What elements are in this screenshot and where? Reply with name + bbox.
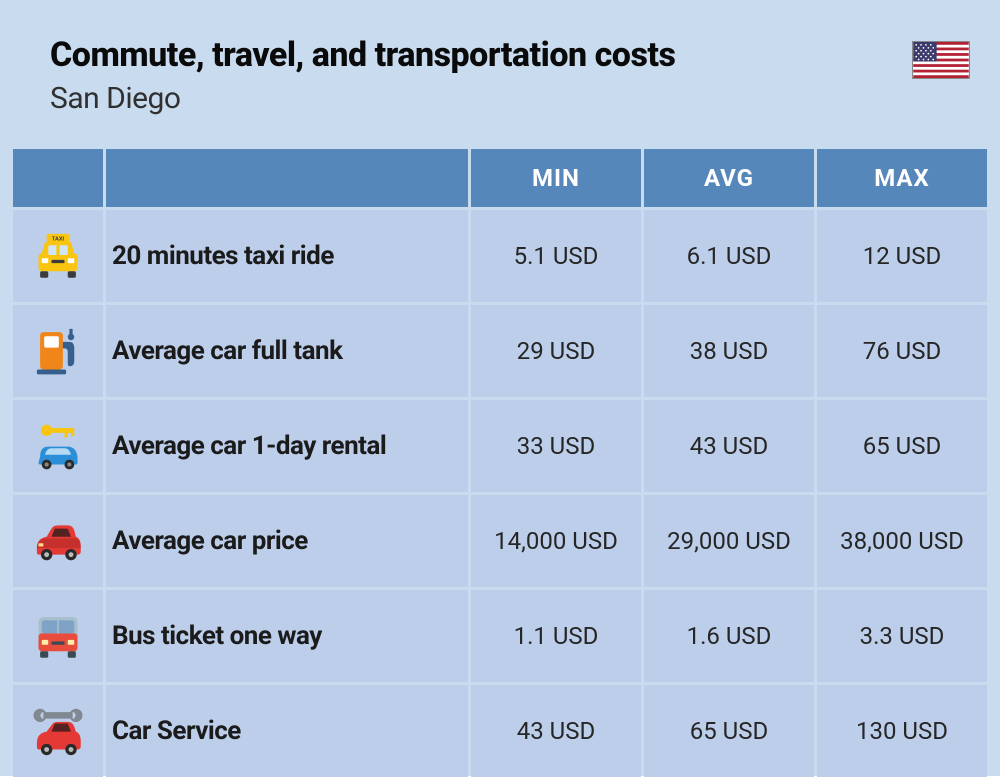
- cell-min: 43 USD: [471, 685, 641, 777]
- cell-label: Bus ticket one way: [106, 590, 468, 682]
- cell-min: 33 USD: [471, 400, 641, 492]
- car-red-icon: [30, 512, 86, 568]
- flag-usa-icon: [912, 41, 970, 79]
- cell-icon: [13, 305, 103, 397]
- cell-min: 5.1 USD: [471, 210, 641, 302]
- cell-max: 76 USD: [817, 305, 987, 397]
- th-blank-icon: [13, 149, 103, 207]
- table-row: Car Service43 USD65 USD130 USD: [13, 685, 987, 777]
- table-row: Average car full tank29 USD38 USD76 USD: [13, 305, 987, 397]
- cell-avg: 6.1 USD: [644, 210, 814, 302]
- cell-label: Average car price: [106, 495, 468, 587]
- cell-label: Average car 1-day rental: [106, 400, 468, 492]
- table-header-row: MIN AVG MAX: [13, 149, 987, 207]
- table-row: TAXI 20 minutes taxi ride5.1 USD6.1 USD1…: [13, 210, 987, 302]
- cell-avg: 43 USD: [644, 400, 814, 492]
- fuel-pump-icon: [30, 322, 86, 378]
- cell-label: 20 minutes taxi ride: [106, 210, 468, 302]
- cell-avg: 29,000 USD: [644, 495, 814, 587]
- car-service-icon: [30, 702, 86, 758]
- cell-icon: [13, 685, 103, 777]
- page-title: Commute, travel, and transportation cost…: [50, 35, 675, 75]
- cell-label: Average car full tank: [106, 305, 468, 397]
- cell-min: 14,000 USD: [471, 495, 641, 587]
- table-row: Average car 1-day rental33 USD43 USD65 U…: [13, 400, 987, 492]
- cell-icon: [13, 400, 103, 492]
- cell-min: 29 USD: [471, 305, 641, 397]
- cell-icon: [13, 590, 103, 682]
- taxi-icon: TAXI: [30, 227, 86, 283]
- cell-avg: 1.6 USD: [644, 590, 814, 682]
- page: Commute, travel, and transportation cost…: [0, 0, 1000, 776]
- cell-max: 65 USD: [817, 400, 987, 492]
- header-text: Commute, travel, and transportation cost…: [50, 35, 675, 116]
- table-body: TAXI 20 minutes taxi ride5.1 USD6.1 USD1…: [13, 210, 987, 777]
- cell-label: Car Service: [106, 685, 468, 777]
- table-row: Average car price14,000 USD29,000 USD38,…: [13, 495, 987, 587]
- th-min: MIN: [471, 149, 641, 207]
- page-subtitle: San Diego: [50, 81, 675, 116]
- cell-min: 1.1 USD: [471, 590, 641, 682]
- th-avg: AVG: [644, 149, 814, 207]
- svg-text:TAXI: TAXI: [52, 236, 65, 242]
- cell-avg: 38 USD: [644, 305, 814, 397]
- cell-max: 12 USD: [817, 210, 987, 302]
- cell-max: 130 USD: [817, 685, 987, 777]
- bus-icon: [30, 607, 86, 663]
- car-rental-icon: [30, 417, 86, 473]
- th-max: MAX: [817, 149, 987, 207]
- header: Commute, travel, and transportation cost…: [10, 35, 990, 146]
- cell-max: 3.3 USD: [817, 590, 987, 682]
- cell-avg: 65 USD: [644, 685, 814, 777]
- th-blank-label: [106, 149, 468, 207]
- costs-table: MIN AVG MAX TAXI 20 minutes taxi ride5.1…: [10, 146, 990, 780]
- cell-max: 38,000 USD: [817, 495, 987, 587]
- cell-icon: [13, 495, 103, 587]
- cell-icon: TAXI: [13, 210, 103, 302]
- table-row: Bus ticket one way1.1 USD1.6 USD3.3 USD: [13, 590, 987, 682]
